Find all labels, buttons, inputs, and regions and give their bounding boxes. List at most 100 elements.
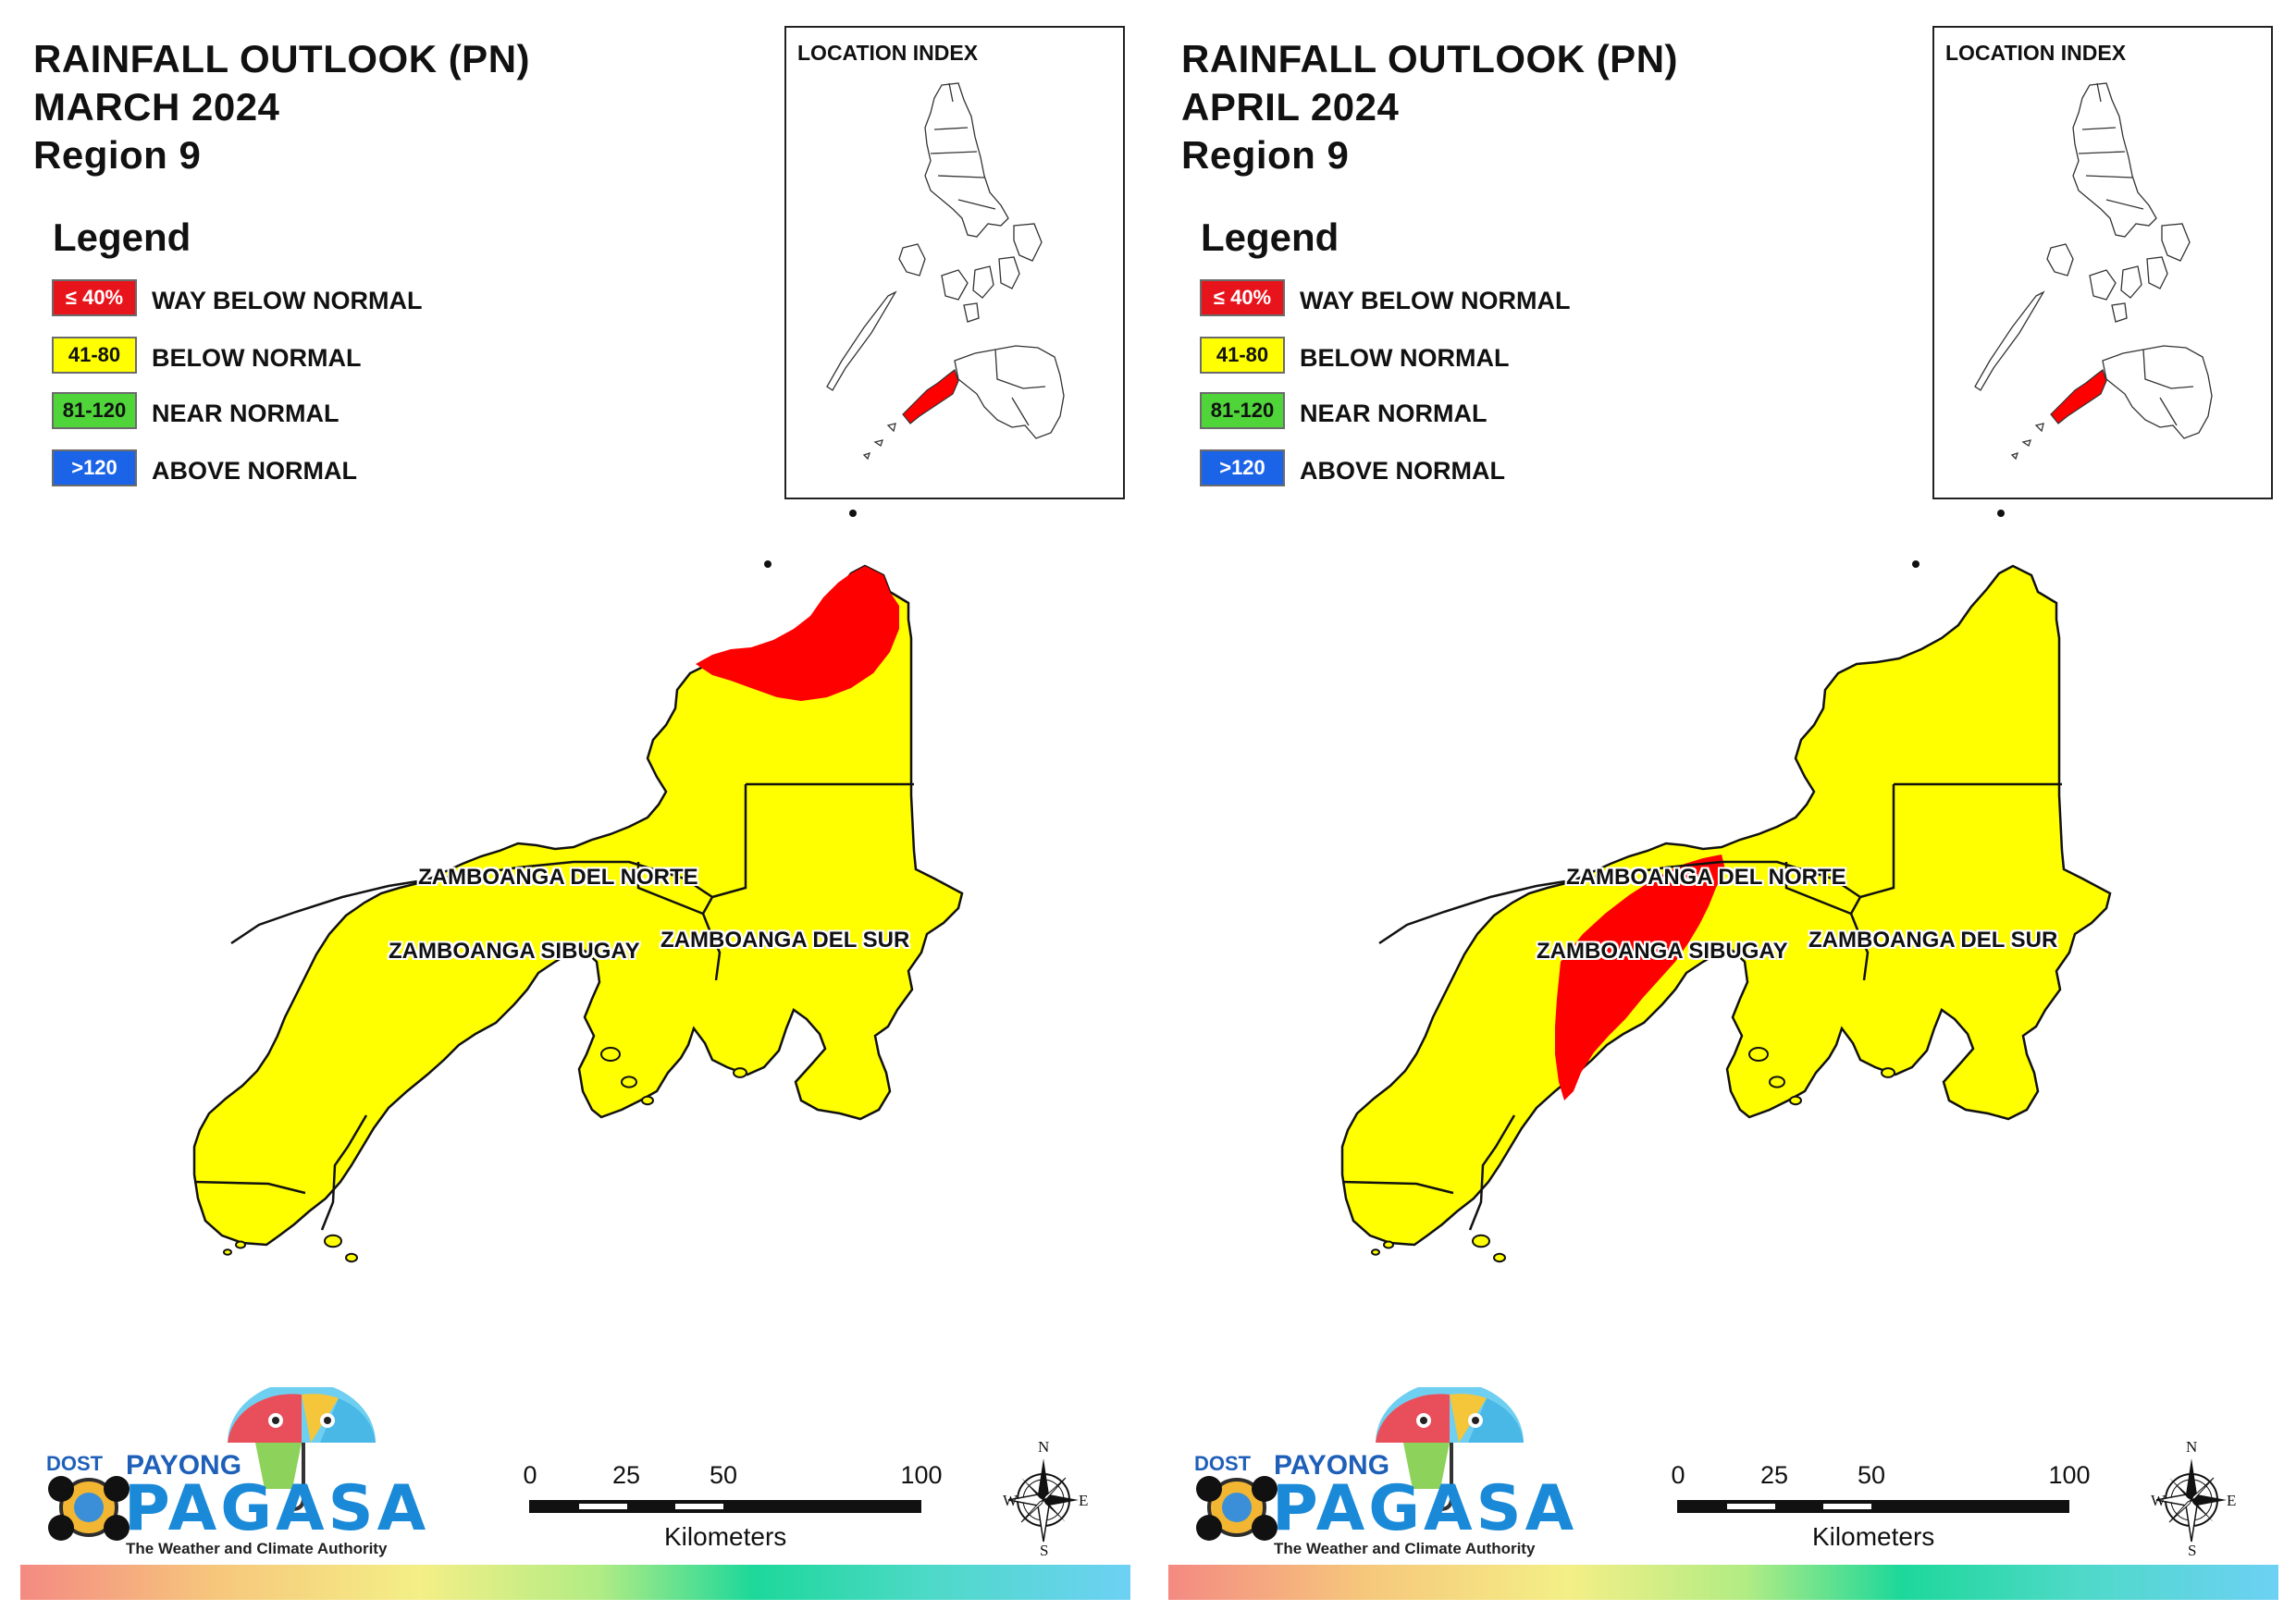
legend-swatch: >120 [1200,449,1285,486]
way-below-normal-zone [1555,855,1725,1100]
logo-dost-text: DOST [46,1452,104,1475]
dost-seal-icon [48,1476,130,1541]
legend-swatch: >120 [52,449,137,486]
title-line-1: RAINFALL OUTLOOK (PN) [33,37,531,80]
title-line-2-month: APRIL 2024 [1181,85,1400,129]
legend-label: ABOVE NORMAL [1300,457,1505,485]
province-label-zamboanga-del-sur: ZAMBOANGA DEL SUR [1808,928,2058,953]
footer-gradient-bar [20,1565,1130,1600]
legend-label: WAY BELOW NORMAL [1300,287,1571,314]
compass-n: N [1038,1438,1050,1456]
islet [1472,1234,1490,1248]
islet [235,1240,246,1249]
province-label-zamboanga-del-norte: ZAMBOANGA DEL NORTE [418,865,698,890]
footer-gradient-bar [1168,1565,2278,1600]
title-line-3-region: Region 9 [1181,133,1350,177]
legend-label: BELOW NORMAL [1300,344,1510,372]
payong-pagasa-logo: DOST PAYONG PAGASA The Weather and Clima… [33,1381,426,1563]
location-index-inset: LOCATION INDEX [784,26,1125,499]
scale-tick-label: 0 [523,1461,537,1489]
region9-landmass [192,564,964,1247]
philippines-outline-map [1974,82,2213,461]
province-boundary [320,1114,368,1231]
legend-swatch: 81-120 [1200,392,1285,429]
islet [621,1076,637,1088]
islet-dot [1912,560,1920,568]
region9-highlight [2050,369,2107,424]
islet [1769,1076,1785,1088]
legend-swatch: 41-80 [52,337,137,374]
province-boundary [1784,862,1852,916]
scale-unit-label: Kilometers [664,1522,787,1551]
scale-bar-graphic [1677,1500,2069,1513]
logo-tagline: The Weather and Climate Authority [126,1540,388,1557]
legend-swatch: 81-120 [52,392,137,429]
scale-bar: 0 25 50 100 Kilometers [523,1461,942,1551]
region9-map [192,510,964,1263]
province-label-zamboanga-del-sur: ZAMBOANGA DEL SUR [660,928,910,953]
islet [345,1252,358,1263]
compass-w: W [1003,1492,1018,1509]
logo-payong-text: PAYONG [126,1450,242,1481]
legend-swatch: 41-80 [1200,337,1285,374]
philippines-outline-map [826,82,1065,461]
scale-tick-label: 0 [1671,1461,1685,1489]
compass-rose-icon [2155,1458,2227,1543]
legend-title: Legend [53,215,191,259]
scale-bar-graphic [529,1500,921,1513]
scale-tick-label: 100 [2048,1461,2091,1489]
payong-pagasa-logo: DOST PAYONG PAGASA The Weather and Clima… [1181,1381,1574,1563]
legend-label: ABOVE NORMAL [152,457,357,485]
islet [1493,1252,1506,1263]
islet-dot [849,510,857,517]
title-line-3-region: Region 9 [33,133,202,177]
location-index-title: LOCATION INDEX [797,41,979,65]
province-label-zamboanga-sibugay: ZAMBOANGA SIBUGAY [1537,939,1788,964]
legend-swatch: ≤ 40% [52,279,137,316]
legend-swatch: ≤ 40% [1200,279,1285,316]
scale-tick-label: 50 [709,1461,738,1489]
legend-label: NEAR NORMAL [152,400,339,427]
logo-dost-text: DOST [1194,1452,1252,1475]
outlook-panel-april: RAINFALL OUTLOOK (PN) APRIL 2024 Region … [1148,0,2296,1623]
islet [223,1248,232,1256]
logo-payong-text: PAYONG [1274,1450,1390,1481]
islet [641,1095,654,1106]
scale-tick-label: 25 [1759,1461,1789,1489]
islet [733,1067,747,1078]
compass-rose-icon [1007,1458,1079,1543]
scale-tick-label: 25 [611,1461,641,1489]
compass-n: N [2186,1438,2198,1456]
region9-highlight [902,369,959,424]
region9-landmass [1340,564,2112,1247]
logo-tagline: The Weather and Climate Authority [1274,1540,1536,1557]
islet [1789,1095,1802,1106]
compass-s: S [1040,1542,1049,1559]
region9-map [1340,510,2112,1263]
north-arrow-compass: N W E S [2138,1438,2249,1559]
north-arrow-compass: N W E S [990,1438,1101,1559]
logo-pagasa-text: PAGASA [1272,1472,1578,1545]
islet-dot [1997,510,2005,517]
dost-seal-icon [1196,1476,1278,1541]
compass-s: S [2188,1542,2197,1559]
islet [600,1047,621,1062]
islet [1748,1047,1769,1062]
way-below-normal-zone [696,566,899,701]
compass-e: E [2227,1492,2237,1509]
umbrella-icon [1196,1381,1524,1541]
title-line-2-month: MARCH 2024 [33,85,280,129]
islet [1383,1240,1394,1249]
islet [1881,1067,1895,1078]
location-index-title: LOCATION INDEX [1945,41,2127,65]
title-line-1: RAINFALL OUTLOOK (PN) [1181,37,1679,80]
islet [324,1234,342,1248]
logo-pagasa-text: PAGASA [124,1472,430,1545]
map-title: RAINFALL OUTLOOK (PN) APRIL 2024 Region … [1181,35,1678,179]
legend-title: Legend [1201,215,1339,259]
province-label-zamboanga-sibugay: ZAMBOANGA SIBUGAY [389,939,640,964]
legend-label: WAY BELOW NORMAL [152,287,423,314]
legend-label: BELOW NORMAL [152,344,362,372]
legend-label: NEAR NORMAL [1300,400,1487,427]
outlook-panel-march: RAINFALL OUTLOOK (PN) MARCH 2024 Region … [20,26,1130,1600]
